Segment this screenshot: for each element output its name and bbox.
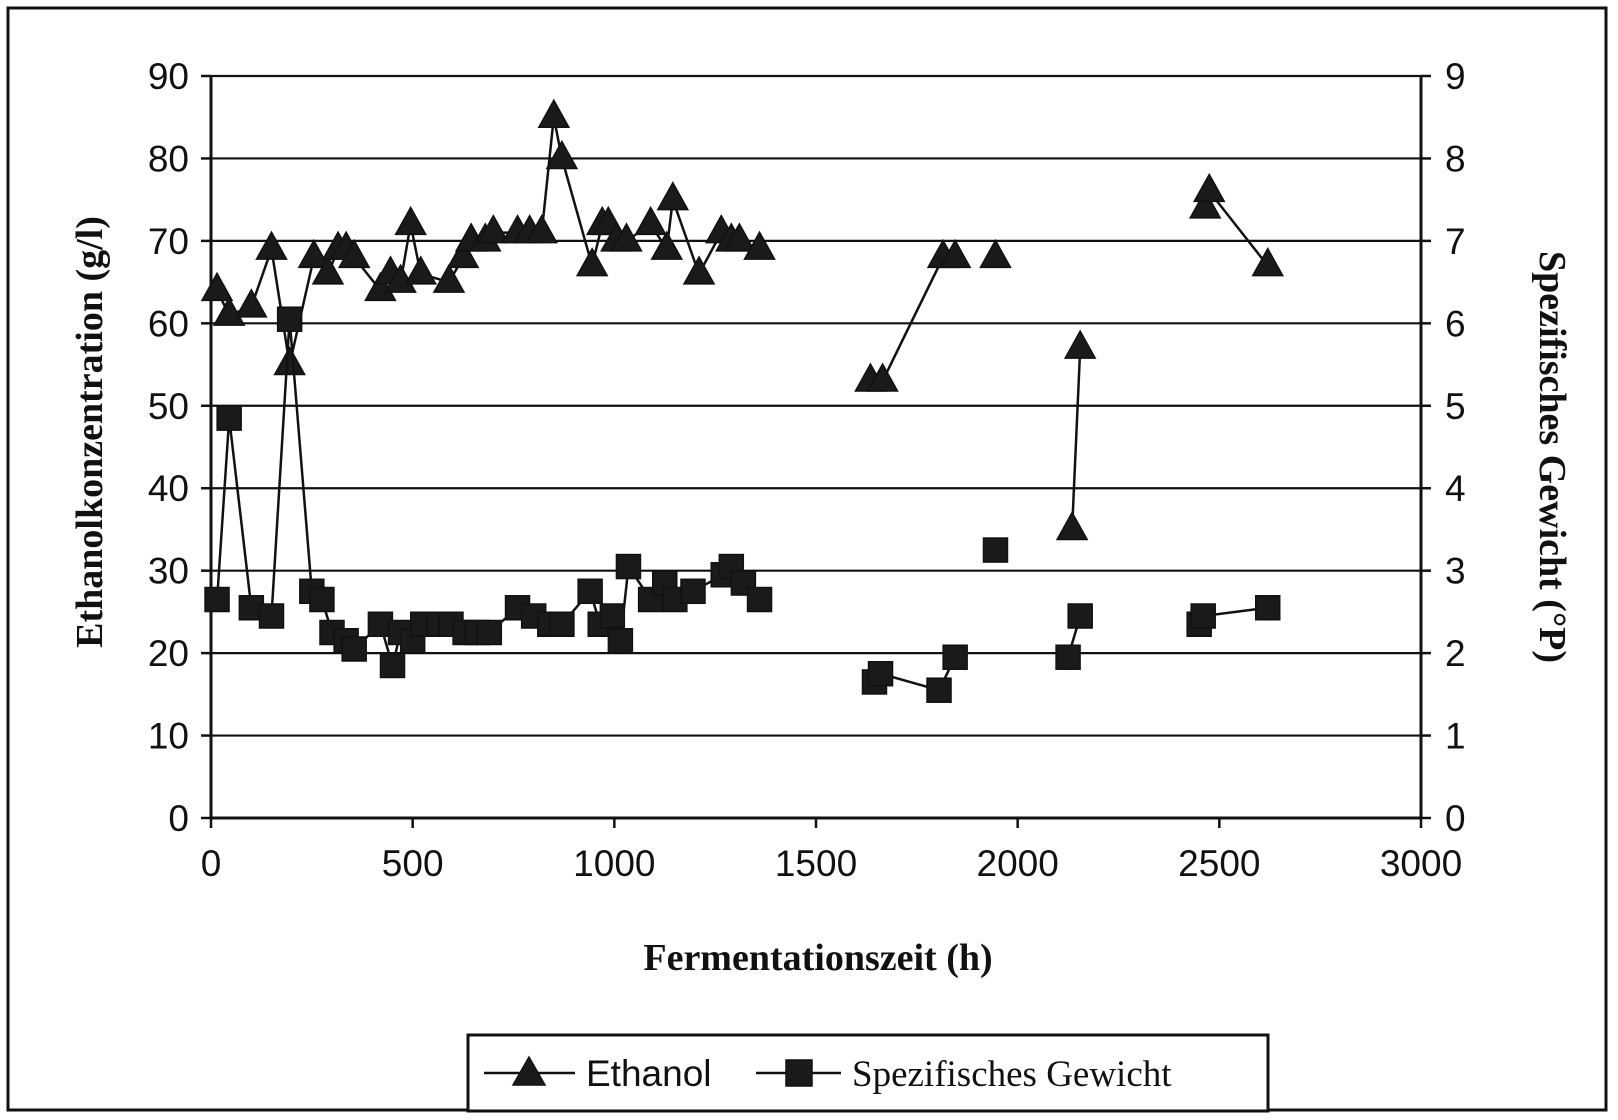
data-point-spezifisches-gewicht — [599, 603, 626, 629]
data-point-spezifisches-gewicht — [1190, 603, 1216, 629]
legend-ethanol-marker — [511, 1055, 547, 1086]
x-tick-label: 1000 — [573, 843, 655, 884]
data-point-spezifisches-gewicht — [309, 586, 335, 613]
legend-ethanol-label: Ethanol — [586, 1053, 712, 1094]
data-point-spezifisches-gewicht — [942, 644, 968, 670]
y-right-tick-label: 4 — [1445, 468, 1466, 509]
data-point-ethanol — [477, 214, 510, 244]
data-point-ethanol — [545, 139, 579, 170]
axes: 0 010 120 230 340 450 560 670 780 890 90 500 1000 150… — [148, 56, 1466, 884]
series-line-ethanol — [1070, 348, 1082, 530]
data-point-spezifisches-gewicht — [926, 677, 952, 703]
data-point-ethanol — [446, 238, 480, 269]
data-point-spezifisches-gewicht — [867, 660, 894, 687]
data-point-spezifisches-gewicht — [615, 553, 642, 580]
y-right-tick-label: 1 — [1445, 716, 1466, 757]
y-left-tick-label: 90 — [148, 56, 189, 97]
data-point-spezifisches-gewicht — [607, 627, 634, 654]
data-point-spezifisches-gewicht — [276, 306, 303, 332]
data-point-ethanol — [297, 238, 331, 269]
data-point-spezifisches-gewicht — [982, 537, 1009, 563]
data-point-ethanol — [1063, 329, 1097, 359]
x-tick-label: 2500 — [1178, 843, 1260, 884]
series — [200, 98, 1285, 703]
data-point-spezifisches-gewicht — [476, 619, 503, 646]
data-point-spezifisches-gewicht — [1254, 595, 1281, 621]
data-point-spezifisches-gewicht — [216, 405, 242, 431]
y-right-tick-label: 5 — [1445, 386, 1466, 427]
y-right-tick-label: 7 — [1445, 221, 1466, 262]
y-left-tick-label: 40 — [148, 468, 189, 509]
y-left-tick-label: 80 — [148, 138, 189, 179]
data-point-spezifisches-gewicht — [577, 578, 603, 605]
y-left-tick-label: 50 — [148, 386, 189, 427]
y-right-tick-label: 6 — [1445, 303, 1466, 344]
data-point-ethanol — [634, 205, 667, 236]
legend-gewicht-marker — [785, 1059, 813, 1087]
data-point-ethanol — [311, 255, 345, 285]
legend: Ethanol Spezifisches Gewicht — [466, 1033, 1270, 1113]
data-point-ethanol — [235, 288, 268, 318]
data-point-ethanol — [255, 230, 288, 260]
data-point-ethanol — [1055, 510, 1089, 541]
x-tick-label: 2000 — [977, 843, 1059, 884]
data-point-spezifisches-gewicht — [319, 619, 345, 646]
data-point-ethanol — [938, 238, 972, 269]
data-point-ethanol — [432, 263, 466, 293]
data-point-ethanol — [682, 255, 716, 285]
y-axis-right-title: Spezifisches Gewicht (°P) — [1531, 251, 1573, 663]
series-ethanol — [200, 98, 1285, 541]
data-point-spezifisches-gewicht — [680, 578, 706, 605]
x-tick-label: 500 — [382, 843, 444, 884]
legend-gewicht-label: Spezifisches Gewicht — [852, 1054, 1172, 1095]
data-point-spezifisches-gewicht — [379, 652, 406, 679]
series-spezifisches-gewicht — [204, 306, 1281, 703]
data-point-spezifisches-gewicht — [746, 586, 773, 613]
data-point-ethanol — [866, 362, 899, 392]
y-right-tick-label: 0 — [1445, 798, 1466, 839]
data-point-ethanol — [200, 271, 234, 302]
data-point-spezifisches-gewicht — [341, 636, 367, 662]
data-point-ethanol — [212, 296, 246, 326]
data-point-ethanol — [1251, 247, 1285, 277]
x-tick-label: 0 — [201, 843, 222, 884]
x-axis-title: Fermentationszeit (h) — [643, 937, 992, 979]
data-point-spezifisches-gewicht — [1055, 644, 1081, 670]
data-point-ethanol — [337, 238, 371, 269]
y-left-tick-label: 30 — [148, 551, 189, 592]
data-point-ethanol — [650, 230, 684, 260]
y-left-tick-label: 70 — [148, 221, 189, 262]
data-point-ethanol — [610, 222, 643, 252]
data-point-ethanol — [1188, 189, 1222, 219]
y-right-tick-label: 2 — [1445, 633, 1466, 674]
data-point-spezifisches-gewicht — [204, 586, 230, 613]
y-left-tick-label: 60 — [148, 303, 189, 344]
data-point-ethanol — [656, 181, 690, 211]
y-left-tick-label: 10 — [148, 716, 189, 757]
data-point-ethanol — [979, 238, 1012, 269]
data-point-ethanol — [394, 205, 427, 236]
y-right-tick-label: 9 — [1445, 56, 1466, 97]
data-point-spezifisches-gewicht — [549, 611, 575, 638]
data-point-ethanol — [525, 214, 559, 244]
y-right-tick-label: 8 — [1445, 138, 1466, 179]
legend-box — [466, 1033, 1270, 1113]
x-tick-label: 1500 — [775, 843, 857, 884]
y-left-tick-label: 0 — [168, 798, 189, 839]
data-point-ethanol — [723, 222, 756, 252]
data-point-spezifisches-gewicht — [258, 603, 285, 629]
x-tick-label: 3000 — [1380, 843, 1462, 884]
y-right-tick-label: 3 — [1445, 551, 1466, 592]
data-point-spezifisches-gewicht — [1067, 603, 1093, 629]
data-point-ethanol — [575, 247, 609, 277]
y-axis-left-title: Ethanolkonzentration (g/l) — [69, 216, 111, 648]
data-point-ethanol — [537, 98, 571, 128]
data-point-ethanol — [273, 346, 306, 376]
data-point-ethanol — [743, 230, 776, 260]
data-point-ethanol — [1192, 172, 1226, 203]
data-point-ethanol — [404, 255, 438, 285]
y-left-tick-label: 20 — [148, 633, 189, 674]
